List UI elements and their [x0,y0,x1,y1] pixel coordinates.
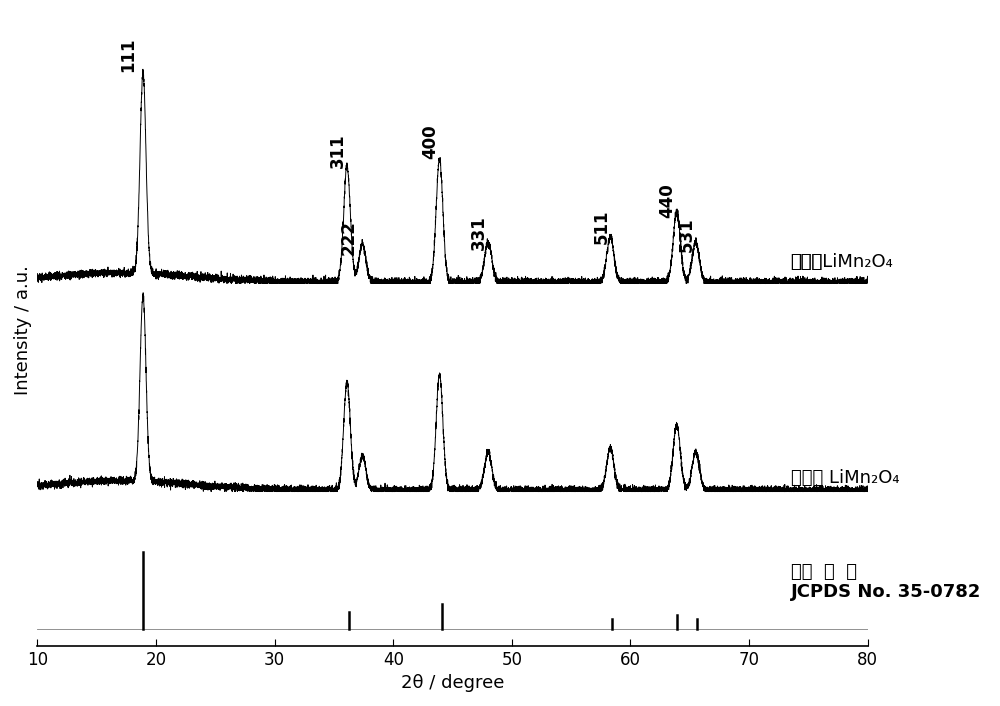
Y-axis label: Intensity / a.u.: Intensity / a.u. [14,265,32,395]
Text: 222: 222 [340,220,358,255]
Text: 511: 511 [592,210,610,244]
Text: 111: 111 [119,37,137,72]
Text: 包覆前 LiMn₂O₄: 包覆前 LiMn₂O₄ [791,469,899,486]
Text: 包覆后: 包覆后 [791,253,823,271]
Text: 标准  谱  图: 标准 谱 图 [791,563,857,582]
Text: 包覆后LiMn₂O₄: 包覆后LiMn₂O₄ [791,253,893,271]
X-axis label: 2θ / degree: 2θ / degree [401,674,504,692]
Text: 331: 331 [470,215,488,250]
Text: 311: 311 [329,133,347,168]
Text: 400: 400 [422,124,440,159]
Text: JCPDS No. 35-0782: JCPDS No. 35-0782 [791,582,981,601]
Text: 531: 531 [678,217,696,252]
Text: 440: 440 [659,183,677,217]
